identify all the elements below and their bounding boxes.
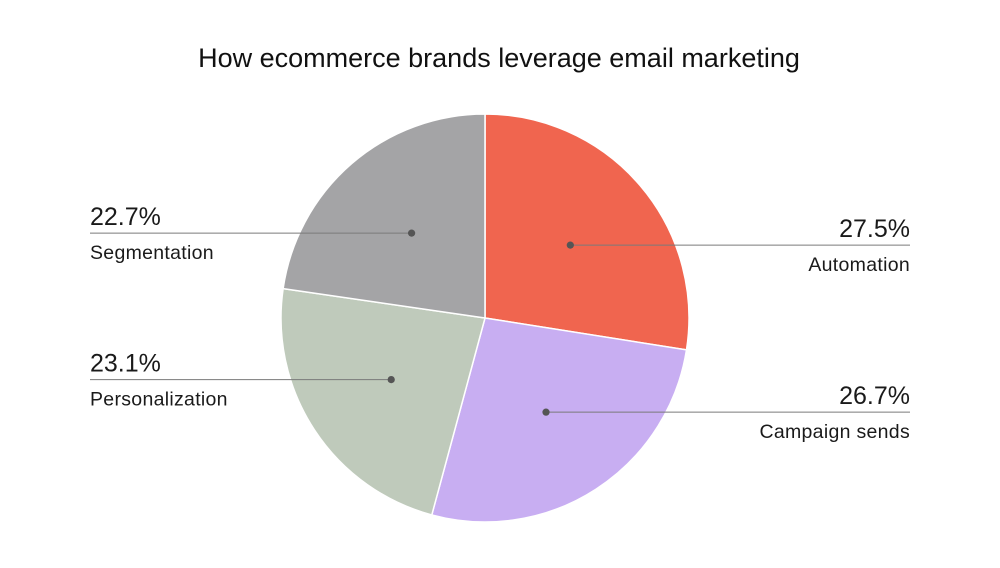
pie-slice-segmentation — [282, 113, 486, 319]
chart-title: How ecommerce brands leverage email mark… — [198, 43, 800, 73]
slice-name-label-campaign-sends: Campaign sends — [759, 421, 910, 443]
slice-name-label-segmentation: Segmentation — [90, 242, 214, 264]
slice-percent-label-campaign-sends: 26.7% — [839, 382, 910, 410]
pie-slice-campaign-sends — [430, 317, 688, 523]
pie-callouts: 27.5% Automation 26.7% Campaign sends 23.1% P… — [90, 203, 910, 443]
slice-percent-label-automation: 27.5% — [839, 215, 910, 243]
callout-dot-campaign-sends — [542, 408, 550, 416]
slice-name-label-personalization: Personalization — [90, 389, 228, 411]
callout-dot-automation — [566, 241, 574, 249]
callout-dot-segmentation — [408, 229, 416, 237]
slice-percent-label-personalization: 23.1% — [90, 350, 161, 378]
pie-slice-automation — [484, 113, 690, 351]
slice-percent-label-segmentation: 22.7% — [90, 203, 161, 231]
pie-slices — [280, 113, 690, 523]
slice-name-label-automation: Automation — [808, 254, 910, 276]
callout-dot-personalization — [387, 376, 395, 384]
pie-slice-personalization — [280, 287, 486, 516]
